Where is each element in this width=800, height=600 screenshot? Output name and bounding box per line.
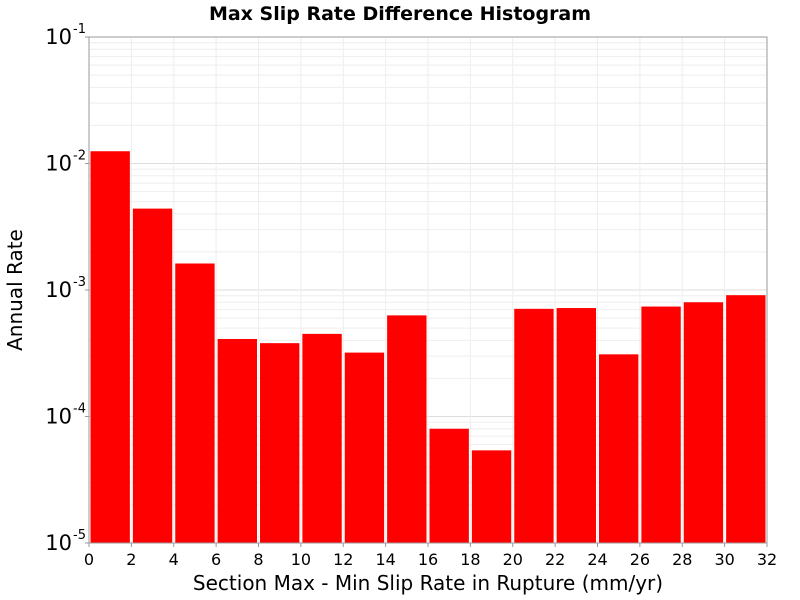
- y-tick-exponent: -3: [73, 275, 86, 290]
- histogram-bar: [344, 352, 385, 543]
- x-tick-label: 4: [169, 550, 179, 569]
- histogram-bar: [429, 428, 469, 543]
- x-tick-label: 8: [253, 550, 263, 569]
- bars: [90, 151, 766, 543]
- histogram-bar: [683, 302, 724, 543]
- y-tick-label: 10: [45, 152, 72, 176]
- x-axis-ticks: 0 2 4 6 8 10 12 14 16 18 20 22 24 26 28 30 32: [84, 543, 777, 569]
- histogram-bar: [260, 343, 300, 543]
- x-tick-label: 24: [587, 550, 607, 569]
- y-tick-label: 10: [45, 278, 72, 302]
- histogram-bar: [641, 306, 681, 543]
- x-tick-label: 0: [84, 550, 94, 569]
- histogram-bar: [726, 295, 766, 543]
- x-tick-label: 2: [126, 550, 136, 569]
- histogram-bar: [132, 208, 173, 543]
- histogram-bar: [217, 338, 257, 543]
- histogram-bar: [302, 333, 342, 543]
- x-tick-label: 20: [503, 550, 523, 569]
- y-tick-exponent: -4: [73, 402, 86, 417]
- histogram-bar: [471, 450, 512, 543]
- x-tick-label: 32: [757, 550, 777, 569]
- histogram-bar: [175, 263, 215, 543]
- histogram-bar: [514, 308, 554, 543]
- y-tick-label: 10: [45, 405, 72, 429]
- y-axis-label: Annual Rate: [3, 229, 27, 351]
- x-tick-label: 28: [672, 550, 692, 569]
- x-tick-label: 22: [545, 550, 565, 569]
- y-tick-exponent: -1: [73, 22, 86, 37]
- x-axis-label: Section Max - Min Slip Rate in Rupture (…: [193, 571, 663, 595]
- y-tick-exponent: -5: [73, 528, 86, 543]
- x-tick-label: 30: [714, 550, 734, 569]
- histogram-bar: [387, 315, 427, 543]
- x-tick-label: 26: [630, 550, 650, 569]
- x-tick-label: 6: [211, 550, 221, 569]
- x-tick-label: 14: [375, 550, 395, 569]
- x-tick-label: 12: [333, 550, 353, 569]
- y-tick-label: 10: [45, 25, 72, 49]
- y-tick-label: 10: [45, 531, 72, 555]
- histogram-bar: [599, 354, 639, 543]
- histogram-bar: [90, 151, 130, 543]
- y-axis-ticks: 10-510-410-310-210-1: [45, 22, 89, 555]
- y-tick-exponent: -2: [73, 149, 86, 164]
- x-tick-label: 18: [460, 550, 480, 569]
- chart-title: Max Slip Rate Difference Histogram: [209, 3, 591, 25]
- x-tick-label: 16: [418, 550, 438, 569]
- x-tick-label: 10: [291, 550, 311, 569]
- histogram-bar: [556, 308, 596, 543]
